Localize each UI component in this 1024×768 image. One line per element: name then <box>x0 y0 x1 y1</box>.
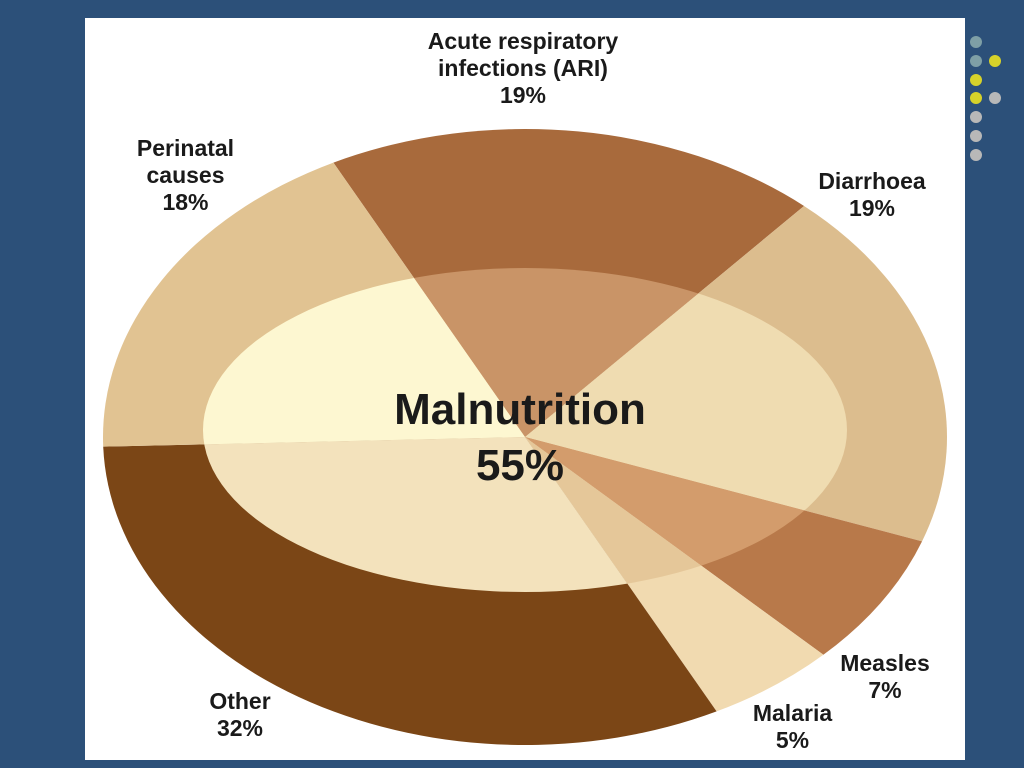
slice-value: 18% <box>162 189 209 215</box>
slice-name: Perinatal causes <box>136 135 235 188</box>
slice-label: Measles 7% <box>800 650 970 704</box>
dot <box>970 149 982 161</box>
center-name: Malnutrition <box>394 385 646 434</box>
slice-name: Other <box>209 688 271 714</box>
slice-label: Diarrhoea 19% <box>772 168 972 222</box>
dot <box>970 92 982 104</box>
slice-label: Other 32% <box>150 688 330 742</box>
dot <box>970 36 982 48</box>
decor-dots <box>970 36 1001 161</box>
dot <box>970 111 982 123</box>
pie-slice-inner <box>525 437 847 592</box>
slice-value: 5% <box>775 727 810 753</box>
slice-value: 19% <box>499 82 547 108</box>
slice-value: 32% <box>216 715 264 741</box>
slice-label: Malaria 5% <box>700 700 885 754</box>
dot <box>989 55 1001 67</box>
dot <box>970 74 982 86</box>
slice-value: 19% <box>848 195 896 221</box>
slice-label: Acute respiratory infections (ARI) 19% <box>392 28 654 109</box>
dot <box>989 92 1001 104</box>
dot <box>970 55 982 67</box>
slice-name: Diarrhoea <box>818 168 926 194</box>
center-label: Malnutrition 55% <box>250 382 790 494</box>
slice-label: Perinatal causes 18% <box>98 135 273 216</box>
pie-slice-inner <box>333 268 805 437</box>
center-value: 55% <box>475 441 565 490</box>
slice-name: Acute respiratory infections (ARI) <box>427 28 619 81</box>
slice-name: Measles <box>840 650 930 676</box>
dot <box>970 130 982 142</box>
slice-name: Malaria <box>752 700 833 726</box>
slice-value: 7% <box>868 677 902 703</box>
